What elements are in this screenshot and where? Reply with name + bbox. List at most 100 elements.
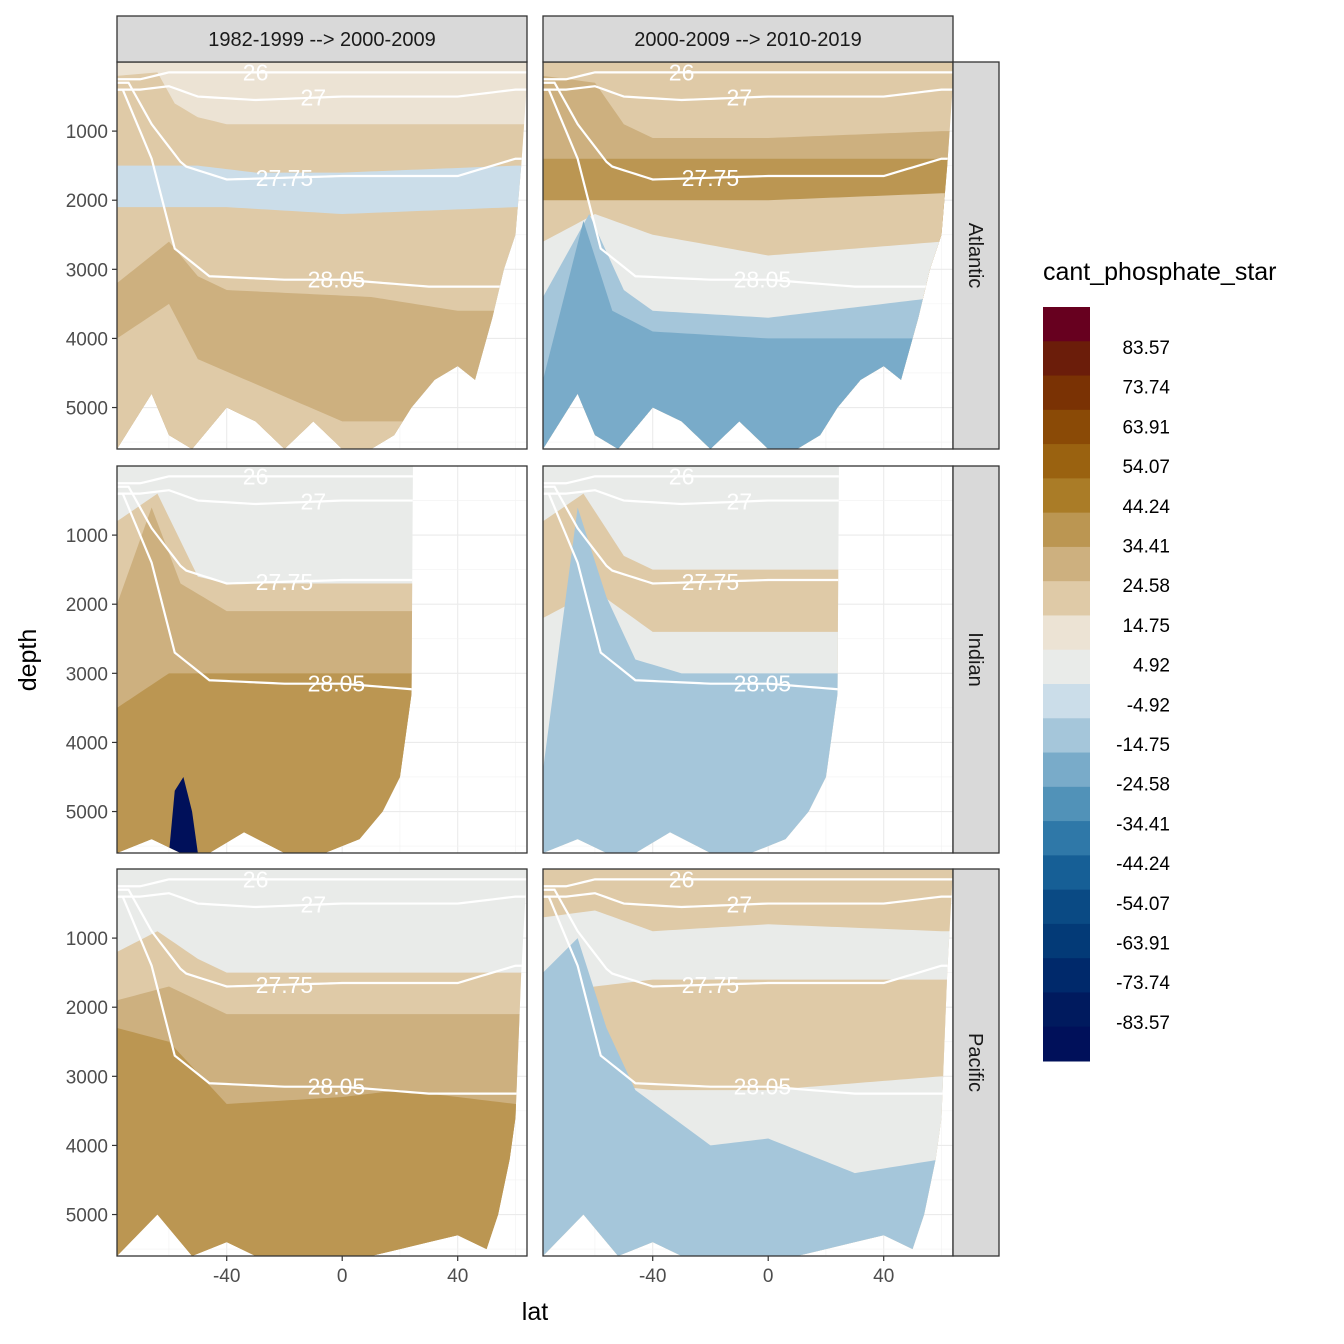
isopycnal-line bbox=[543, 492, 839, 692]
isopycnal-label: 28.05 bbox=[734, 671, 792, 697]
row-strip bbox=[952, 61, 1000, 450]
isopycnal-lines bbox=[117, 71, 527, 288]
x-tick-label: -40 bbox=[213, 1266, 240, 1287]
panels: 26 27 27.75 28.05 26 27 27.75 28.05 26 27 27.75 28.… bbox=[116, 59, 954, 1257]
panel-atlantic-2: 26 27 27.75 28.05 bbox=[542, 59, 954, 450]
y-tick-label: 3000 bbox=[66, 260, 108, 281]
x-tick-label: -40 bbox=[639, 1266, 666, 1287]
legend-swatch bbox=[1043, 409, 1090, 445]
isopycnal-line bbox=[543, 888, 953, 988]
isopycnal-label: 27 bbox=[301, 489, 327, 515]
isopycnal-label: 28.05 bbox=[308, 1074, 366, 1100]
isopycnal-line bbox=[117, 489, 413, 506]
legend-labels: 83.57 73.74 63.91 54.07 44.24 34.41 24.58 14.75… bbox=[1116, 338, 1170, 1034]
legend-swatch bbox=[1043, 718, 1090, 754]
isopycnal-label: 27.75 bbox=[682, 165, 740, 191]
contour-fill bbox=[543, 466, 839, 853]
contour-band bbox=[117, 303, 527, 449]
y-tick-label: 4000 bbox=[66, 733, 108, 754]
isopycnal-line bbox=[117, 895, 527, 1095]
column-strip bbox=[542, 15, 954, 63]
isopycnal-label: 26 bbox=[669, 463, 695, 489]
isopycnal-label: 26 bbox=[669, 866, 695, 892]
legend-swatch bbox=[1043, 752, 1090, 788]
isopycnal-label: 26 bbox=[243, 463, 269, 489]
isopycnal-label: 27.75 bbox=[682, 569, 740, 595]
y-tick-label: 5000 bbox=[66, 399, 108, 420]
legend-label: -4.92 bbox=[1127, 695, 1170, 716]
isopycnal-label: 27 bbox=[727, 892, 753, 918]
legend-swatch bbox=[1043, 307, 1090, 342]
panel-indian-2: 26 27 27.75 28.05 bbox=[542, 463, 954, 854]
contour-band bbox=[543, 938, 953, 1256]
column-strip-label: 2000-2009 --> 2010-2019 bbox=[634, 29, 861, 51]
legend: cant_phosphate_star 83.57 73.74 63.91 54.07… bbox=[1043, 258, 1277, 1062]
isopycnal-label: 27.75 bbox=[256, 972, 314, 998]
panel-pacific-2: 26 27 27.75 28.05 bbox=[542, 866, 954, 1257]
legend-colorbar bbox=[1043, 307, 1090, 1062]
isopycnal-line bbox=[117, 475, 413, 485]
isopycnal-line bbox=[543, 895, 953, 1095]
isopycnal-lines bbox=[543, 878, 953, 1095]
legend-swatch bbox=[1043, 444, 1090, 479]
isopycnal-line bbox=[117, 71, 527, 81]
legend-swatch bbox=[1043, 512, 1090, 548]
column-strip bbox=[116, 15, 528, 63]
isopycnal-label: 27 bbox=[727, 85, 753, 111]
y-axis-title: depth bbox=[14, 629, 42, 692]
isopycnal-label: 26 bbox=[669, 59, 695, 85]
isopycnal-line bbox=[543, 878, 953, 888]
legend-label: -14.75 bbox=[1116, 735, 1170, 756]
isopycnal-lines bbox=[543, 475, 839, 692]
x-axis-title: lat bbox=[522, 1298, 548, 1326]
legend-label: -83.57 bbox=[1116, 1013, 1170, 1034]
row-strip-label: Atlantic bbox=[964, 223, 986, 289]
legend-swatch bbox=[1043, 992, 1090, 1028]
y-tick-label: 2000 bbox=[66, 595, 108, 616]
isopycnal-line bbox=[543, 88, 953, 288]
isopycnal-label: 28.05 bbox=[308, 671, 366, 697]
legend-swatch bbox=[1043, 821, 1090, 856]
x-tick-label: 0 bbox=[337, 1266, 348, 1287]
legend-swatch bbox=[1043, 375, 1090, 411]
isopycnal-line bbox=[117, 485, 413, 585]
isopycnal-line bbox=[543, 892, 953, 909]
legend-label: 24.58 bbox=[1122, 576, 1170, 597]
isopycnal-label: 27.75 bbox=[256, 569, 314, 595]
y-tick-label: 2000 bbox=[66, 191, 108, 212]
legend-swatch bbox=[1043, 855, 1090, 891]
legend-label: -34.41 bbox=[1116, 814, 1170, 835]
isopycnal-label: 27 bbox=[301, 892, 327, 918]
isopycnal-label: 27.75 bbox=[682, 972, 740, 998]
y-tick-label: 1000 bbox=[66, 122, 108, 143]
legend-label: -24.58 bbox=[1116, 775, 1170, 796]
isopycnal-line bbox=[117, 88, 527, 288]
isopycnal-label: 28.05 bbox=[734, 1074, 792, 1100]
legend-swatch bbox=[1043, 581, 1090, 616]
y-tick-label: 3000 bbox=[66, 664, 108, 685]
isopycnal-line bbox=[117, 888, 527, 988]
isopycnal-label: 27 bbox=[727, 489, 753, 515]
legend-swatch bbox=[1043, 615, 1090, 651]
isopycnal-label: 28.05 bbox=[734, 267, 792, 293]
isopycnal-line bbox=[543, 489, 839, 506]
legend-swatch bbox=[1043, 889, 1090, 925]
y-tick-label: 2000 bbox=[66, 998, 108, 1019]
contour-band bbox=[543, 507, 839, 853]
legend-label: 63.91 bbox=[1122, 417, 1170, 438]
row-strip-label: Indian bbox=[964, 632, 986, 687]
y-tick-label: 3000 bbox=[66, 1067, 108, 1088]
legend-swatch bbox=[1043, 546, 1090, 582]
contour-fill bbox=[543, 62, 953, 449]
y-tick-label: 5000 bbox=[66, 803, 108, 824]
contour-fill bbox=[117, 869, 527, 1256]
legend-label: 14.75 bbox=[1122, 616, 1170, 637]
isopycnal-line bbox=[117, 878, 527, 888]
isopycnal-lines bbox=[117, 475, 413, 692]
legend-swatch bbox=[1043, 923, 1090, 959]
isopycnal-line bbox=[117, 85, 527, 102]
legend-swatch bbox=[1043, 786, 1090, 822]
legend-label: 83.57 bbox=[1122, 338, 1170, 359]
isopycnal-line bbox=[543, 485, 839, 585]
isopycnal-line bbox=[117, 81, 527, 181]
